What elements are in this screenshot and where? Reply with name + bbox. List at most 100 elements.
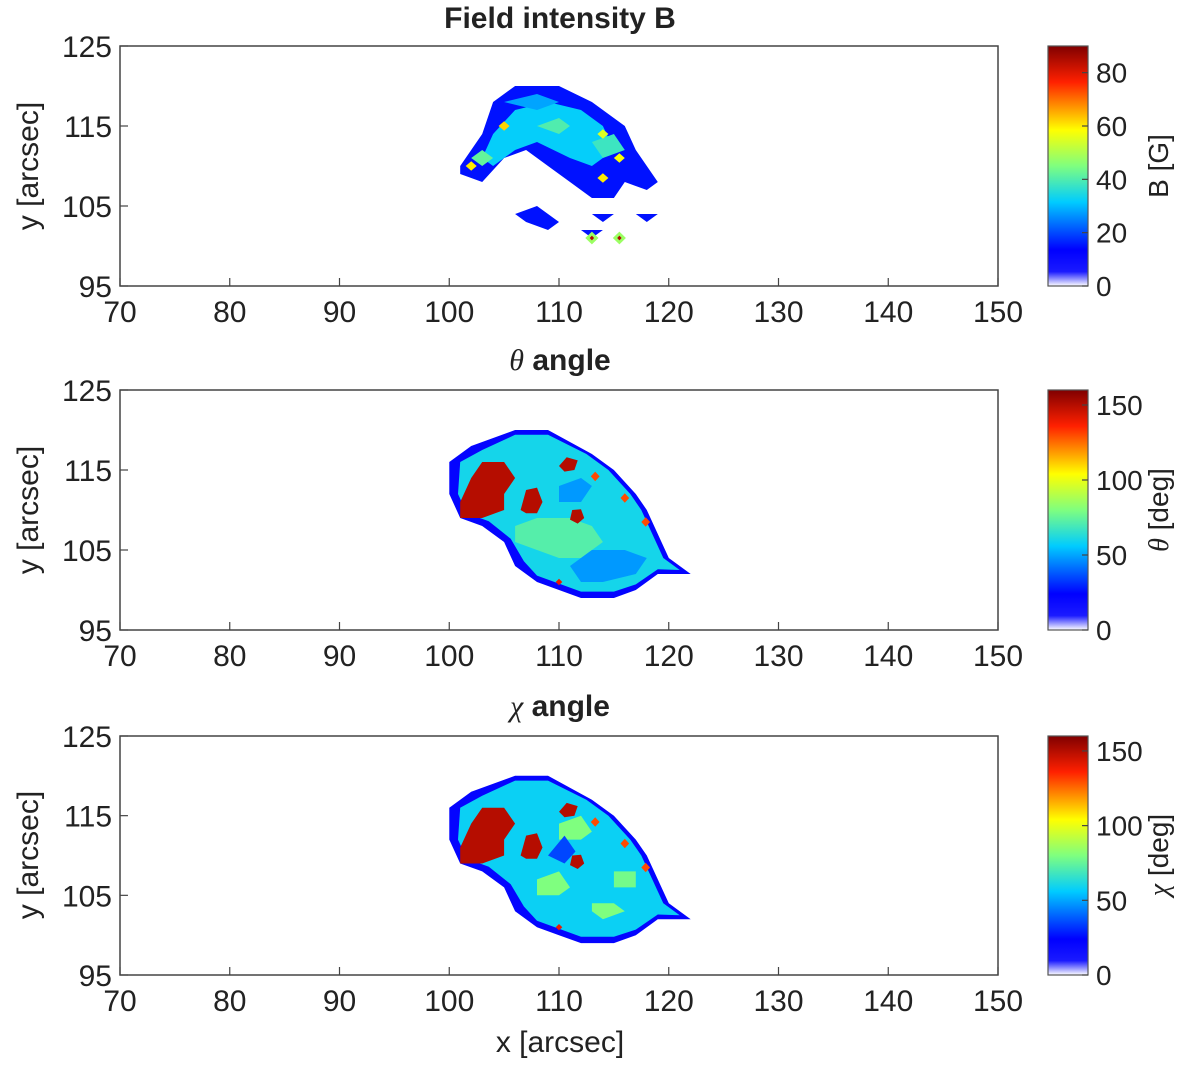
- contour-region-14: [597, 173, 609, 183]
- x-tick-label: 110: [535, 640, 583, 673]
- y-tick-label: 115: [64, 801, 112, 834]
- contour-region-10: [570, 854, 585, 869]
- x-tick-label: 100: [424, 296, 474, 329]
- contour-region-10: [620, 493, 630, 503]
- panel-theta-angle: θ angle 70 80 90 100 110 120 130 140 150 95 105 115…: [12, 344, 1175, 673]
- x-tick-label: 70: [103, 985, 136, 1018]
- contour-region-11: [498, 121, 510, 131]
- contour-region-5: [559, 815, 592, 840]
- panel-3-colorbar: 0 50 100 150: [1047, 735, 1143, 991]
- y-tick-label: 95: [79, 615, 112, 648]
- x-tick-label: 100: [424, 640, 474, 673]
- colorbar-tick-label: 150: [1096, 390, 1143, 421]
- panel-2-colorbar: 0 50 100 150: [1047, 389, 1143, 646]
- panel-1-y-label: y [arcsec]: [12, 102, 45, 230]
- colorbar-tick-label: 20: [1096, 218, 1127, 249]
- panel-chi-angle: χ angle 70 80 90 100 110 120 130 140 150 95 105 115…: [12, 690, 1175, 1059]
- x-tick-label: 130: [753, 640, 803, 673]
- contour-region-3: [570, 550, 647, 582]
- x-tick-label: 150: [973, 985, 1023, 1018]
- x-tick-label: 100: [424, 985, 474, 1018]
- contour-region-12: [555, 578, 563, 586]
- x-tick-label: 80: [213, 296, 246, 329]
- contour-region-4: [613, 871, 636, 888]
- panel-3-y-label: y [arcsec]: [12, 791, 45, 919]
- colorbar-tick-label: 0: [1096, 960, 1112, 991]
- y-tick-label: 95: [79, 271, 112, 304]
- contour-region-6: [504, 94, 559, 110]
- panel-3-title: χ angle: [507, 690, 610, 723]
- x-tick-label: 150: [973, 640, 1023, 673]
- y-tick-label: 105: [62, 535, 112, 568]
- contour-region-11: [641, 517, 651, 527]
- contour-region-9: [590, 471, 600, 482]
- contour-region-5: [460, 462, 516, 518]
- colorbar-tick-label: 150: [1096, 736, 1143, 767]
- x-tick-label: 120: [644, 985, 694, 1018]
- panel-field-intensity: Field intensity B 70 80 90 100 110 120 130 140 1…: [12, 2, 1174, 329]
- colorbar-tick-label: 0: [1096, 615, 1112, 646]
- x-tick-label: 130: [753, 985, 803, 1018]
- x-axis-label: x [arcsec]: [496, 1026, 624, 1059]
- colorbar-gradient: [1047, 45, 1089, 287]
- contour-region-8: [537, 118, 570, 134]
- y-tick-label: 115: [64, 111, 112, 144]
- colorbar-tick-label: 40: [1096, 164, 1127, 195]
- x-tick-label: 80: [213, 640, 246, 673]
- panel-3-axes-frame: [119, 735, 999, 976]
- contour-region-13: [613, 153, 625, 163]
- x-tick-label: 150: [973, 296, 1023, 329]
- contour-region-2: [537, 871, 570, 896]
- panel-2-y-label: y [arcsec]: [12, 446, 45, 574]
- y-tick-label: 105: [62, 191, 112, 224]
- contour-region-6: [520, 487, 543, 514]
- y-tick-label: 95: [79, 960, 112, 993]
- y-tick-label: 115: [64, 455, 112, 488]
- panel-1-colorbar-label: B [G]: [1143, 134, 1174, 198]
- colorbar-tick-label: 50: [1096, 885, 1127, 916]
- contour-region-7: [471, 150, 494, 166]
- contour-region-13: [641, 862, 651, 873]
- contour-region-4: [559, 478, 592, 502]
- panel-2-colorbar-label: θ [deg]: [1143, 468, 1175, 552]
- y-tick-label: 125: [62, 375, 112, 408]
- x-tick-label: 140: [863, 640, 913, 673]
- panel-2-axes-frame: [119, 389, 999, 631]
- x-tick-label: 140: [863, 296, 913, 329]
- contour-region-12: [597, 129, 609, 139]
- colorbar-tick-label: 60: [1096, 111, 1127, 142]
- x-tick-label: 80: [213, 985, 246, 1018]
- contour-region-16: [589, 235, 595, 241]
- colorbar-gradient: [1047, 735, 1089, 976]
- x-tick-label: 120: [644, 296, 694, 329]
- x-tick-label: 90: [323, 640, 356, 673]
- colorbar-tick-label: 50: [1096, 540, 1127, 571]
- x-tick-label: 130: [753, 296, 803, 329]
- x-tick-label: 70: [103, 296, 136, 329]
- x-tick-label: 90: [323, 985, 356, 1018]
- x-tick-label: 90: [323, 296, 356, 329]
- contour-region-4: [635, 214, 658, 222]
- panel-1-axes-frame: [119, 45, 999, 287]
- panel-3-colorbar-label: χ [deg]: [1143, 814, 1175, 899]
- colorbar-tick-label: 100: [1096, 465, 1143, 496]
- contour-region-9: [591, 134, 625, 158]
- y-tick-label: 125: [62, 721, 112, 754]
- colorbar-tick-label: 0: [1096, 271, 1112, 302]
- contour-region-8: [570, 509, 585, 524]
- contour-region-14: [555, 924, 563, 931]
- x-tick-label: 70: [103, 640, 136, 673]
- contour-region-11: [590, 817, 600, 827]
- contour-region-10: [465, 161, 477, 171]
- colorbar-gradient: [1047, 389, 1089, 631]
- panel-3-plot-area: 70 80 90 100 110 120 130 140 150 95 105 115 125: [62, 721, 1023, 1018]
- x-tick-label: 110: [535, 296, 583, 329]
- contour-region-7: [559, 457, 578, 472]
- contour-region-9: [559, 802, 578, 818]
- panel-1-colorbar: 0 20 40 60 80: [1047, 45, 1127, 302]
- contour-region-7: [460, 807, 516, 864]
- panel-1-title: Field intensity B: [444, 2, 676, 35]
- panel-2-title: θ angle: [509, 344, 610, 377]
- colorbar-tick-label: 100: [1096, 811, 1143, 842]
